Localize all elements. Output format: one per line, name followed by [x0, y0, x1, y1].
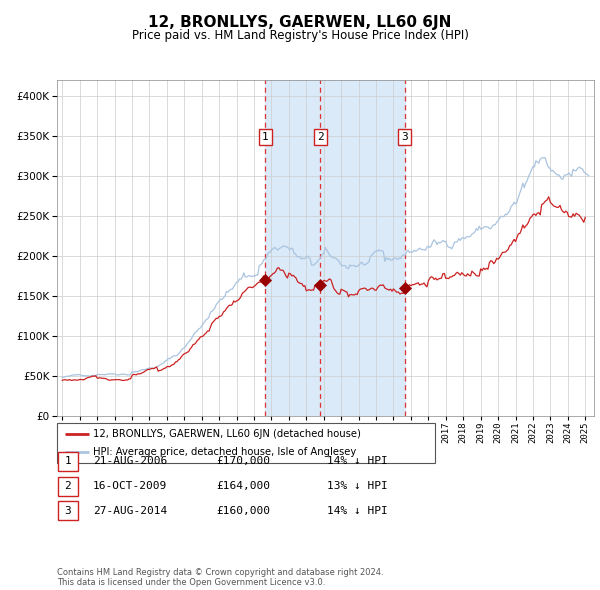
Text: 12, BRONLLYS, GAERWEN, LL60 6JN: 12, BRONLLYS, GAERWEN, LL60 6JN [148, 15, 452, 30]
Text: 12, BRONLLYS, GAERWEN, LL60 6JN (detached house): 12, BRONLLYS, GAERWEN, LL60 6JN (detache… [93, 429, 361, 439]
Text: 21-AUG-2006: 21-AUG-2006 [93, 457, 167, 466]
FancyBboxPatch shape [57, 423, 435, 463]
Text: 27-AUG-2014: 27-AUG-2014 [93, 506, 167, 516]
Text: 1: 1 [262, 132, 269, 142]
Text: 3: 3 [401, 132, 408, 142]
FancyBboxPatch shape [58, 477, 77, 496]
FancyBboxPatch shape [58, 452, 77, 471]
Bar [265, 80, 405, 416]
Text: 16-OCT-2009: 16-OCT-2009 [93, 481, 167, 491]
Text: 2: 2 [64, 481, 71, 491]
Text: 13% ↓ HPI: 13% ↓ HPI [327, 481, 388, 491]
Text: 14% ↓ HPI: 14% ↓ HPI [327, 506, 388, 516]
Text: £160,000: £160,000 [216, 506, 270, 516]
Text: 3: 3 [64, 506, 71, 516]
Text: 1: 1 [64, 457, 71, 466]
Text: £164,000: £164,000 [216, 481, 270, 491]
FancyBboxPatch shape [58, 502, 77, 520]
Text: 14% ↓ HPI: 14% ↓ HPI [327, 457, 388, 466]
Text: £170,000: £170,000 [216, 457, 270, 466]
Text: HPI: Average price, detached house, Isle of Anglesey: HPI: Average price, detached house, Isle… [93, 447, 356, 457]
Text: 2: 2 [317, 132, 323, 142]
Text: Contains HM Land Registry data © Crown copyright and database right 2024.
This d: Contains HM Land Registry data © Crown c… [57, 568, 383, 587]
Text: Price paid vs. HM Land Registry's House Price Index (HPI): Price paid vs. HM Land Registry's House … [131, 30, 469, 42]
